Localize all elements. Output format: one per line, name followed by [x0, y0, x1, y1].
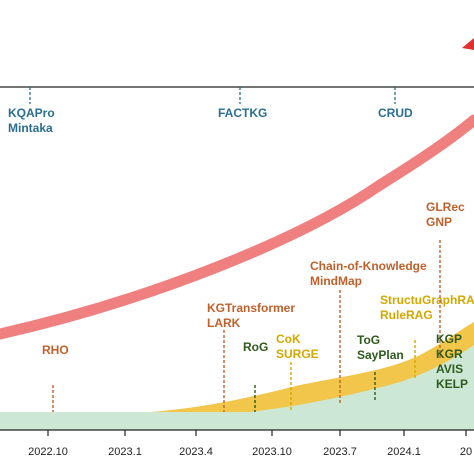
area-green [0, 340, 474, 430]
area-yellow [0, 322, 474, 412]
benchmark-label-kqapro-0: KQAPro [8, 106, 55, 120]
benchmark-label-kqapro-1: Mintaka [8, 121, 53, 135]
tick-label-1: 2023.1 [108, 446, 142, 458]
method-label-kgtransformer-1: LARK [207, 316, 241, 330]
method-label-structgraph-0: StructuGraphRA [380, 293, 474, 307]
method-label-kgp-1: KGR [436, 347, 463, 361]
method-label-rog-0: RoG [243, 340, 268, 354]
method-label-glrec-1: GNP [426, 215, 452, 229]
method-label-glrec-0: GLRec [426, 200, 465, 214]
method-label-tog-1: SayPlan [357, 348, 404, 362]
method-label-rho-0: RHO [42, 343, 69, 357]
method-label-kgp-0: KGP [436, 332, 462, 346]
tick-label-5: 2024.1 [387, 446, 421, 458]
tick-label-2: 2023.4 [179, 446, 213, 458]
method-label-cok-0: CoK [276, 332, 301, 346]
tick-label-6: 20 [460, 446, 472, 458]
method-label-structgraph-1: RuleRAG [380, 308, 433, 322]
method-label-kgtransformer-0: KGTransformer [207, 301, 295, 315]
axis-tick-labels: 2022.10 2023.1 2023.4 2023.10 2023.7 2024.1 20 [28, 446, 472, 458]
arrow-head [462, 38, 474, 50]
growth-curve [0, 114, 474, 340]
method-label-tog-0: ToG [357, 333, 380, 347]
tick-label-3: 2023.10 [252, 446, 292, 458]
method-label-kgp-3: KELP [436, 377, 468, 391]
method-label-chain-1: MindMap [310, 274, 362, 288]
benchmark-label-crud-0: CRUD [378, 106, 413, 120]
method-label-chain-0: Chain-of-Knowledge [310, 259, 427, 273]
tick-label-0: 2022.10 [28, 446, 68, 458]
benchmark-label-factkg-0: FACTKG [218, 106, 267, 120]
method-label-cok-1: SURGE [276, 347, 319, 361]
axis-tick-marks [47, 430, 467, 436]
tick-label-4: 2023.7 [323, 446, 357, 458]
method-label-kgp-2: AVIS [436, 362, 463, 376]
